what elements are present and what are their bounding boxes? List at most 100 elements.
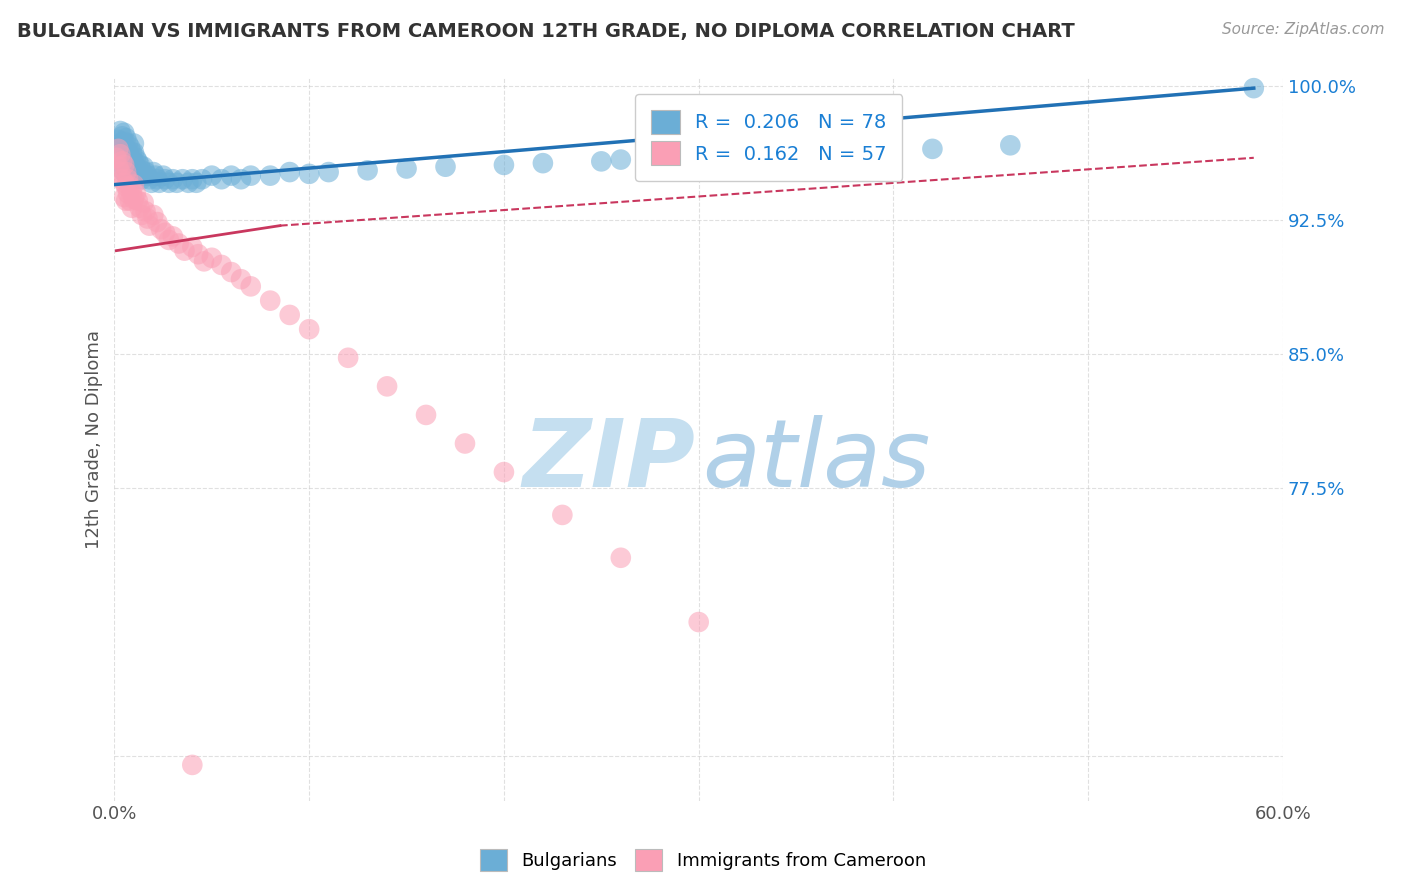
Point <box>162 229 184 244</box>
Point <box>337 351 360 365</box>
Point <box>118 179 141 194</box>
Point <box>131 208 153 222</box>
Text: ZIP: ZIP <box>522 415 695 507</box>
Point <box>181 172 204 186</box>
Point <box>298 167 321 181</box>
Point <box>136 169 159 183</box>
Point <box>186 176 208 190</box>
Point <box>278 308 301 322</box>
Point <box>688 615 710 629</box>
Point <box>111 140 134 154</box>
Point <box>138 172 160 186</box>
Point <box>115 142 138 156</box>
Point <box>107 142 129 156</box>
Point <box>157 233 180 247</box>
Point <box>107 160 129 174</box>
Point <box>187 247 209 261</box>
Point <box>128 201 150 215</box>
Point <box>551 508 574 522</box>
Point <box>132 169 155 183</box>
Point <box>141 176 163 190</box>
Point <box>115 179 138 194</box>
Text: atlas: atlas <box>702 415 931 507</box>
Point <box>142 165 165 179</box>
Point <box>259 293 281 308</box>
Point <box>395 161 418 176</box>
Point <box>110 136 132 151</box>
Point <box>688 151 710 165</box>
Point <box>115 151 138 165</box>
Point <box>298 322 321 336</box>
Point <box>135 204 157 219</box>
Point <box>122 192 145 206</box>
Point <box>153 226 176 240</box>
Point <box>117 136 139 151</box>
Point <box>121 186 143 201</box>
Point <box>172 172 194 186</box>
Point <box>112 158 135 172</box>
Point <box>191 172 214 186</box>
Point <box>177 176 200 190</box>
Point <box>111 154 134 169</box>
Point <box>211 172 233 186</box>
Point <box>110 147 132 161</box>
Point <box>591 154 613 169</box>
Point <box>127 154 149 169</box>
Point <box>278 165 301 179</box>
Point <box>173 244 195 258</box>
Point <box>112 145 135 160</box>
Point <box>318 165 340 179</box>
Point <box>121 201 143 215</box>
Point <box>112 156 135 170</box>
Point <box>128 158 150 172</box>
Point <box>148 176 170 190</box>
Point <box>135 165 157 179</box>
Point <box>131 163 153 178</box>
Point <box>112 126 135 140</box>
Point <box>105 151 128 165</box>
Point <box>211 258 233 272</box>
Point <box>259 169 281 183</box>
Point <box>167 236 190 251</box>
Point <box>118 158 141 172</box>
Point <box>610 153 633 167</box>
Point <box>610 550 633 565</box>
Point <box>166 176 188 190</box>
Point <box>375 379 398 393</box>
Text: BULGARIAN VS IMMIGRANTS FROM CAMEROON 12TH GRADE, NO DIPLOMA CORRELATION CHART: BULGARIAN VS IMMIGRANTS FROM CAMEROON 12… <box>17 22 1074 41</box>
Point <box>492 158 515 172</box>
Point <box>111 129 134 144</box>
Point <box>132 195 155 210</box>
Point <box>122 163 145 178</box>
Point <box>121 145 143 160</box>
Point <box>117 163 139 178</box>
Point <box>239 169 262 183</box>
Point <box>193 254 215 268</box>
Point <box>1243 81 1265 95</box>
Point <box>162 172 184 186</box>
Point <box>219 169 242 183</box>
Point <box>531 156 554 170</box>
Point <box>153 172 176 186</box>
Point <box>434 160 457 174</box>
Point <box>201 169 224 183</box>
Point <box>356 163 378 178</box>
Point <box>201 251 224 265</box>
Point <box>112 176 135 190</box>
Point <box>125 151 148 165</box>
Legend: Bulgarians, Immigrants from Cameroon: Bulgarians, Immigrants from Cameroon <box>472 842 934 879</box>
Point <box>131 172 153 186</box>
Point <box>152 169 174 183</box>
Point <box>146 215 169 229</box>
Point <box>118 194 141 208</box>
Text: Source: ZipAtlas.com: Source: ZipAtlas.com <box>1222 22 1385 37</box>
Point <box>150 222 173 236</box>
Point <box>127 163 149 178</box>
Point <box>110 165 132 179</box>
Point <box>122 136 145 151</box>
Point <box>117 145 139 160</box>
Point <box>115 161 138 176</box>
Point <box>181 240 204 254</box>
Point <box>415 408 437 422</box>
Point <box>142 208 165 222</box>
